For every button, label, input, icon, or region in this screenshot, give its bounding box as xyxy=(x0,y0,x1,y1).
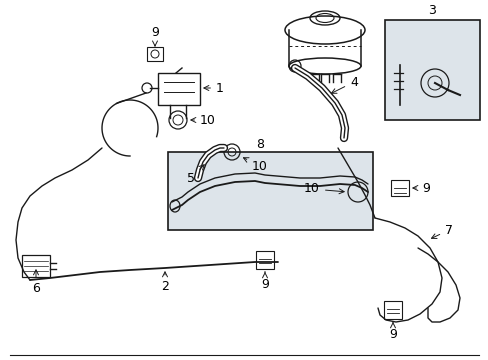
Bar xyxy=(147,47,163,61)
Bar xyxy=(384,20,479,120)
Text: 2: 2 xyxy=(161,272,168,293)
Text: 7: 7 xyxy=(430,224,452,238)
Bar xyxy=(22,255,50,277)
Text: 10: 10 xyxy=(190,113,215,126)
Text: 10: 10 xyxy=(304,183,344,195)
Text: 9: 9 xyxy=(151,27,159,46)
Bar xyxy=(383,301,401,319)
Bar xyxy=(168,152,372,230)
Text: 9: 9 xyxy=(412,181,429,194)
Bar xyxy=(158,73,200,105)
Text: 4: 4 xyxy=(331,76,357,93)
Text: 6: 6 xyxy=(32,270,40,296)
Text: 3: 3 xyxy=(427,4,435,18)
Text: 9: 9 xyxy=(388,322,396,341)
Text: 9: 9 xyxy=(261,272,268,291)
Text: 8: 8 xyxy=(256,138,264,150)
Text: 10: 10 xyxy=(243,158,267,172)
Text: 1: 1 xyxy=(203,81,224,94)
Bar xyxy=(256,251,273,269)
Text: 5: 5 xyxy=(186,165,204,184)
Bar xyxy=(390,180,408,196)
